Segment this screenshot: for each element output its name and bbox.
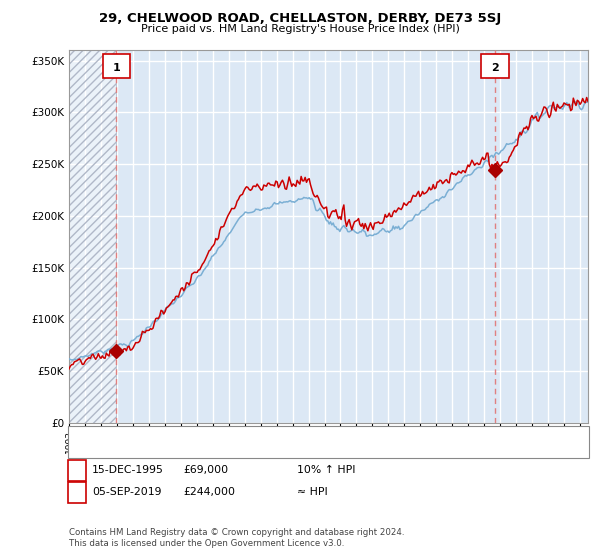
- Bar: [69, 50, 116, 423]
- Text: 1: 1: [112, 63, 120, 73]
- Text: ≈ HPI: ≈ HPI: [297, 487, 328, 497]
- Bar: [69, 50, 116, 423]
- Text: 10% ↑ HPI: 10% ↑ HPI: [297, 465, 355, 475]
- Text: 1: 1: [73, 464, 81, 477]
- Text: 05-SEP-2019: 05-SEP-2019: [92, 487, 161, 497]
- Text: £69,000: £69,000: [183, 465, 228, 475]
- Text: 29, CHELWOOD ROAD, CHELLASTON, DERBY, DE73 5SJ (detached house): 29, CHELWOOD ROAD, CHELLASTON, DERBY, DE…: [101, 431, 465, 440]
- Text: 2: 2: [491, 63, 499, 73]
- FancyBboxPatch shape: [103, 54, 130, 78]
- FancyBboxPatch shape: [481, 54, 509, 78]
- Text: £244,000: £244,000: [183, 487, 235, 497]
- Text: Price paid vs. HM Land Registry's House Price Index (HPI): Price paid vs. HM Land Registry's House …: [140, 24, 460, 34]
- Text: 15-DEC-1995: 15-DEC-1995: [92, 465, 164, 475]
- Text: 2: 2: [73, 486, 81, 499]
- Text: 29, CHELWOOD ROAD, CHELLASTON, DERBY, DE73 5SJ: 29, CHELWOOD ROAD, CHELLASTON, DERBY, DE…: [99, 12, 501, 25]
- Text: HPI: Average price, detached house, City of Derby: HPI: Average price, detached house, City…: [101, 444, 350, 453]
- Text: Contains HM Land Registry data © Crown copyright and database right 2024.
This d: Contains HM Land Registry data © Crown c…: [69, 528, 404, 548]
